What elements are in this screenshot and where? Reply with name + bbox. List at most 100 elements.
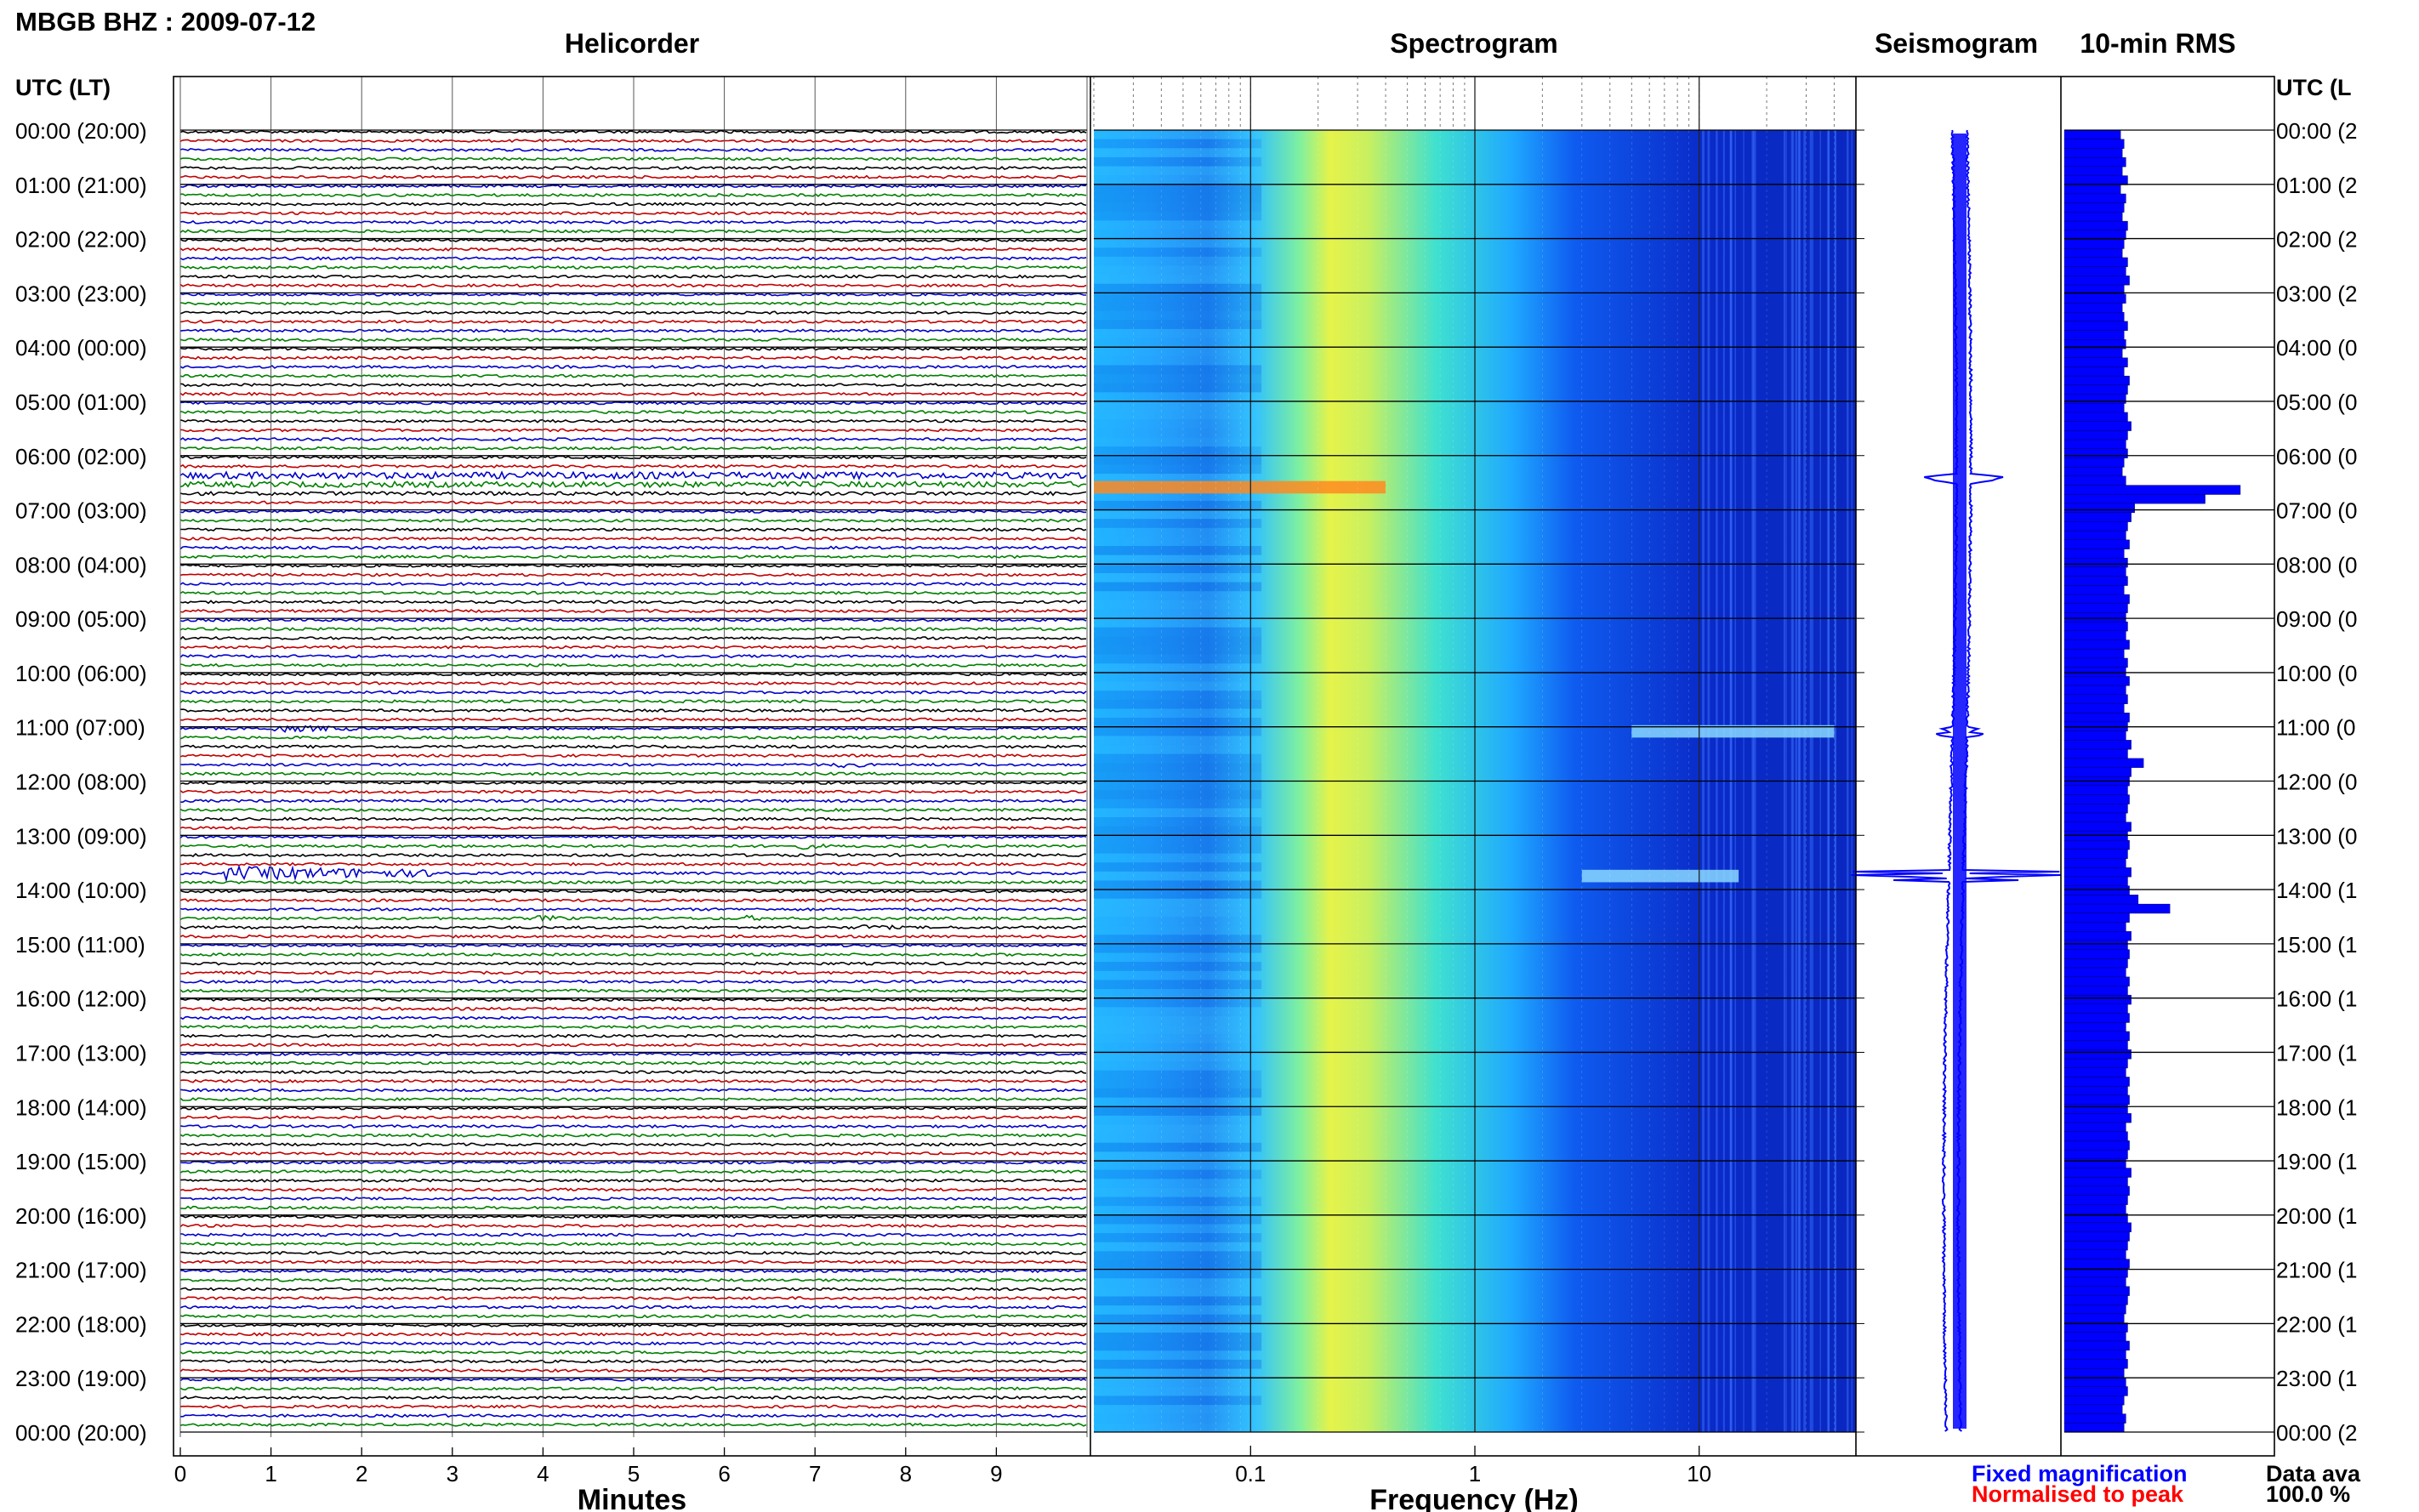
- rms-bar: [2063, 129, 2121, 140]
- spectrogram-row: [1094, 1134, 1262, 1143]
- time-tick-label: 06:00 (02:00): [15, 444, 147, 469]
- time-tick-label-right: 08:00 (0: [2276, 552, 2357, 577]
- rms-bar: [2063, 1031, 2130, 1042]
- spectrogram-row: [1094, 1341, 1262, 1351]
- time-tick-label: 21:00 (17:00): [15, 1258, 147, 1283]
- time-tick-label-right: 03:00 (2: [2276, 281, 2357, 306]
- spectrogram-row: [1094, 736, 1262, 745]
- spectrogram-row: [1094, 907, 1262, 917]
- spectrogram-row: [1094, 256, 1262, 266]
- time-tick-label: 12:00 (08:00): [15, 770, 147, 795]
- frequency-tick-label: 10: [1687, 1461, 1711, 1486]
- spectrogram-row: [1094, 1061, 1262, 1071]
- spectrogram-row: [1094, 1151, 1262, 1162]
- spectrogram-row: [1094, 1305, 1262, 1315]
- spectrogram-row: [1094, 835, 1262, 844]
- spectrogram-row: [1094, 1287, 1262, 1297]
- spectrogram-row: [1094, 1052, 1262, 1062]
- rms-bar: [2063, 821, 2132, 832]
- rms-bar: [2063, 139, 2125, 149]
- rms-bar: [2063, 1113, 2132, 1123]
- spectrogram-row: [1094, 627, 1262, 637]
- time-tick-label: 04:00 (00:00): [15, 335, 147, 361]
- spectrogram-event: [1581, 869, 1739, 883]
- rms-bar: [2063, 1086, 2128, 1096]
- time-tick-label-right: 01:00 (2: [2276, 173, 2357, 198]
- frequency-axis: 0.1 1 10: [1235, 1446, 1711, 1486]
- spectrogram-row: [1094, 989, 1262, 998]
- rms-bar: [2063, 794, 2130, 804]
- spectrogram-row: [1094, 799, 1262, 809]
- rms-bar: [2063, 1204, 2126, 1214]
- rms-bar: [2063, 730, 2126, 741]
- rms-bar: [2063, 603, 2128, 613]
- rms-bar: [2063, 521, 2128, 531]
- spectrogram-row: [1094, 166, 1262, 176]
- time-tick-label-right: 02:00 (2: [2276, 227, 2357, 253]
- spectrogram-row: [1094, 1350, 1262, 1360]
- rms-bar: [2063, 867, 2132, 878]
- spectrogram-row: [1094, 320, 1262, 329]
- rms-bar: [2063, 1177, 2128, 1187]
- minutes-tick-label: 1: [265, 1461, 276, 1486]
- minutes-tick-label: 9: [990, 1461, 1002, 1486]
- station-title: MBGB BHZ : 2009-07-12: [15, 7, 316, 37]
- rms-bar: [2063, 758, 2144, 768]
- rms-bar: [2063, 1185, 2130, 1197]
- seismogram-trace-left: [1851, 129, 1959, 1432]
- time-tick-label-right: 06:00 (0: [2276, 444, 2357, 469]
- rms-bar: [2063, 1276, 2126, 1287]
- rms-bar: [2063, 220, 2128, 231]
- rms-bar: [2063, 1140, 2130, 1151]
- spectrogram-row: [1094, 718, 1262, 727]
- spectrogram-row: [1094, 500, 1262, 510]
- spectrogram-panel: [1093, 77, 1857, 1432]
- time-tick-label: 09:00 (05:00): [15, 606, 147, 632]
- rms-bar: [2063, 148, 2123, 158]
- spectrogram-row: [1094, 374, 1262, 384]
- spectrogram-row: [1094, 925, 1262, 935]
- spectrogram-row: [1094, 1386, 1262, 1396]
- rms-bar: [2063, 958, 2128, 969]
- time-axis-left: 00:00 (20:00) 01:00 (21:00) 02:00 (22:00) 0…: [15, 118, 147, 1446]
- spectrogram-row: [1094, 283, 1262, 293]
- rms-bar: [2063, 612, 2126, 622]
- rms-bar: [2063, 458, 2125, 468]
- spectrogram-row: [1094, 916, 1262, 926]
- rms-bar: [2063, 430, 2128, 441]
- time-tick-label: 18:00 (14:00): [15, 1094, 147, 1120]
- time-tick-label: 07:00 (03:00): [15, 498, 147, 524]
- rms-bar: [2063, 1350, 2126, 1360]
- spectrogram-row: [1094, 726, 1262, 736]
- spectrogram-row: [1094, 1413, 1262, 1424]
- spectrogram-row: [1094, 1395, 1262, 1406]
- spectrogram-row: [1094, 691, 1262, 700]
- rms-bar: [2063, 202, 2125, 213]
- spectrogram-row: [1094, 302, 1262, 311]
- rms-bar: [2063, 276, 2130, 286]
- spectrogram-row: [1094, 744, 1262, 754]
- spectrogram-row: [1094, 519, 1262, 528]
- rms-bar: [2063, 566, 2126, 577]
- spectrogram-row: [1094, 229, 1262, 239]
- rms-bar: [2063, 412, 2128, 423]
- spectrogram-row: [1094, 1115, 1262, 1125]
- rms-bar: [2063, 503, 2135, 514]
- spectrogram-row: [1094, 962, 1262, 971]
- spectrogram-row: [1094, 509, 1262, 520]
- time-tick-label: 08:00 (04:00): [15, 552, 147, 577]
- rms-bar: [2063, 266, 2126, 276]
- time-tick-label: 14:00 (10:00): [15, 878, 147, 903]
- spectrogram-event: [1631, 725, 1835, 738]
- rms-bar: [2063, 539, 2130, 549]
- rms-bar: [2063, 804, 2128, 814]
- spectrogram-row: [1094, 591, 1262, 600]
- spectrogram-row: [1094, 130, 1262, 139]
- rms-bar: [2063, 967, 2126, 978]
- time-tick-label: 16:00 (12:00): [15, 986, 147, 1012]
- rms-bar: [2063, 193, 2126, 204]
- rms-bar: [2063, 585, 2125, 595]
- spectrogram-row: [1094, 446, 1262, 456]
- rms-bar: [2063, 812, 2126, 823]
- rms-bar: [2063, 156, 2126, 168]
